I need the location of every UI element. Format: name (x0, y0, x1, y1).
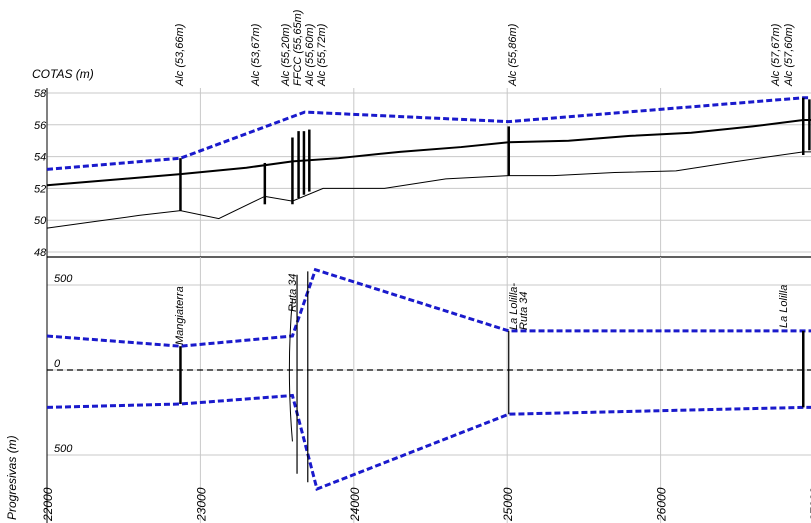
crossing-label: La Lolilla (778, 285, 790, 328)
plan-tick-labels: 500 0 500 (54, 273, 73, 455)
progresivas-tick-label: 27000 (808, 487, 811, 522)
elevation-tick-label: 48 (34, 247, 47, 259)
crossing-arc (288, 298, 293, 442)
structure-label: Alc (55,72m) (316, 23, 328, 87)
structure-label: Alc (55,60m) (304, 23, 316, 87)
progresivas-axis-title: Progresivas (m) (5, 435, 19, 520)
plan-tick-label: 0 (54, 358, 61, 370)
elevation-series-line-1 (46, 119, 811, 187)
progresivas-tick-label: 25000 (501, 487, 515, 522)
structure-label: FFCC (55,65m) (292, 9, 304, 86)
structure-label: Alc (57,60m) (783, 23, 795, 87)
elevation-tick-label: 52 (34, 183, 46, 195)
progresivas-tick-labels: 22000 23000 24000 25000 26000 27000 (41, 487, 811, 522)
structure-label: Alc (55,20m) (280, 23, 292, 87)
plan-grid (46, 257, 811, 523)
progresivas-tick-label: 23000 (194, 487, 208, 522)
plan-tick-label: 500 (54, 443, 73, 455)
crossing-label: Ruta 34 (287, 273, 299, 312)
progresivas-tick-label: 22000 (41, 487, 55, 522)
elevation-tick-label: 50 (34, 215, 47, 227)
elevation-tick-label: 54 (34, 152, 46, 164)
progresivas-tick-label: 24000 (348, 487, 362, 522)
elevation-tick-label: 56 (34, 120, 47, 132)
crossing-label: Mangiaterra (174, 286, 186, 345)
elevation-series-line-2 (46, 151, 811, 229)
elevation-tick-label: 58 (34, 88, 47, 100)
structure-label: Alc (55,86m) (507, 23, 519, 87)
elevation-axis-title: COTAS (m) (32, 67, 94, 81)
plan-structures: Mangiaterra Ruta 34 La Lolilla-Ruta 34 La L… (174, 271, 805, 483)
structure-label: Alc (57,67m) (770, 23, 782, 87)
elevation-tick-labels: 48 50 52 54 56 58 (34, 88, 47, 259)
elevation-structures: Alc (53,66m) Alc (53,67m) Alc (55,20m) FFCC… (174, 9, 811, 211)
elevation-series (46, 96, 811, 229)
elevation-series-line-0 (46, 96, 811, 171)
structure-label: Alc (53,66m) (174, 23, 186, 87)
elevation-grid (46, 88, 811, 257)
plan-tick-label: 500 (54, 273, 73, 285)
progresivas-tick-label: 26000 (655, 487, 669, 522)
crossing-label: La Lolilla- (508, 283, 520, 330)
structure-label: Alc (53,67m) (250, 23, 262, 87)
crossing-label: Ruta 34 (518, 291, 530, 330)
